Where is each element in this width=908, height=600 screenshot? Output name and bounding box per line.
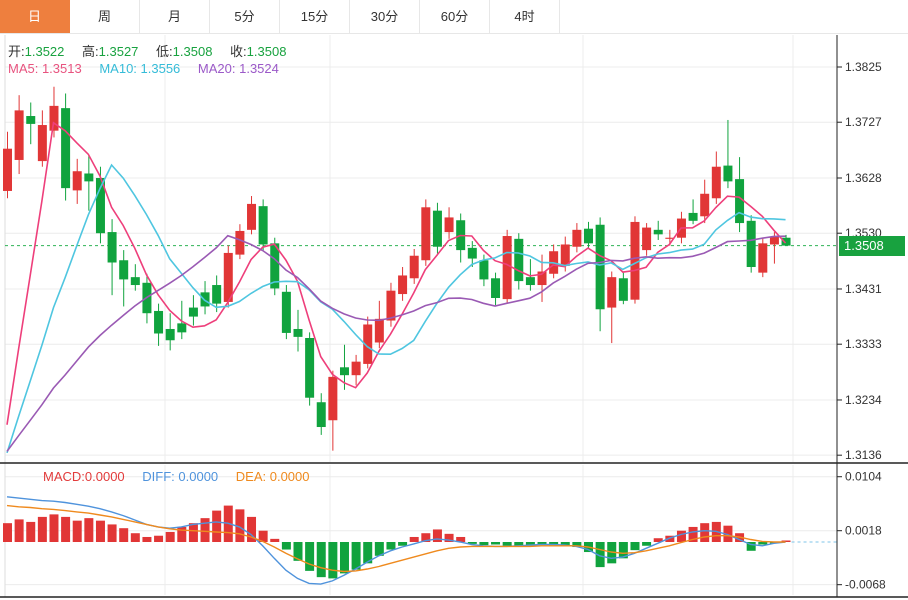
svg-text:1.3727: 1.3727 — [845, 115, 882, 129]
diff-value-legend: DIFF: 0.0000 — [142, 469, 219, 484]
low-label: 低: — [156, 44, 173, 59]
ma-legend: MA5: 1.3513 MA10: 1.3556 MA20: 1.3524 — [8, 61, 293, 76]
dea-value-legend: DEA: 0.0000 — [235, 469, 310, 484]
svg-text:-0.0068: -0.0068 — [845, 578, 886, 592]
macd-legend: MACD:0.0000 DIFF: 0.0000 DEA: 0.0000 — [43, 469, 324, 484]
tab-day[interactable]: 日 — [0, 0, 70, 33]
ma10-legend: MA10: 1.3556 — [99, 61, 181, 76]
open-value: 1.3522 — [24, 44, 65, 59]
svg-text:1.3136: 1.3136 — [845, 448, 882, 462]
tab-15min[interactable]: 15分 — [280, 0, 350, 33]
svg-text:1.3825: 1.3825 — [845, 60, 882, 74]
high-label: 高: — [82, 44, 99, 59]
period-tab-bar: 日 周 月 5分 15分 30分 60分 4时 — [0, 0, 908, 34]
svg-text:1.3234: 1.3234 — [845, 393, 882, 407]
tab-5min[interactable]: 5分 — [210, 0, 280, 33]
open-label: 开: — [8, 44, 25, 59]
tab-week[interactable]: 周 — [70, 0, 140, 33]
svg-text:1.3628: 1.3628 — [845, 171, 882, 185]
tab-30min[interactable]: 30分 — [350, 0, 420, 33]
svg-text:1.3431: 1.3431 — [845, 282, 882, 296]
tab-60min[interactable]: 60分 — [420, 0, 490, 33]
ma5-legend: MA5: 1.3513 — [8, 61, 82, 76]
ohlc-readout: 开:1.3522 高:1.3527 低:1.3508 收:1.3508 — [8, 41, 300, 60]
tab-month[interactable]: 月 — [140, 0, 210, 33]
svg-text:0.0104: 0.0104 — [845, 470, 882, 484]
close-label: 收: — [230, 44, 247, 59]
macd-value-legend: MACD:0.0000 — [43, 469, 125, 484]
high-value: 1.3527 — [98, 44, 139, 59]
ma20-legend: MA20: 1.3524 — [197, 61, 279, 76]
close-value: 1.3508 — [246, 44, 287, 59]
tab-4hour[interactable]: 4时 — [490, 0, 560, 33]
svg-text:1.3333: 1.3333 — [845, 337, 882, 351]
svg-text:0.0018: 0.0018 — [845, 524, 882, 538]
current-price-tag: 1.3508 — [839, 236, 905, 256]
low-value: 1.3508 — [172, 44, 213, 59]
